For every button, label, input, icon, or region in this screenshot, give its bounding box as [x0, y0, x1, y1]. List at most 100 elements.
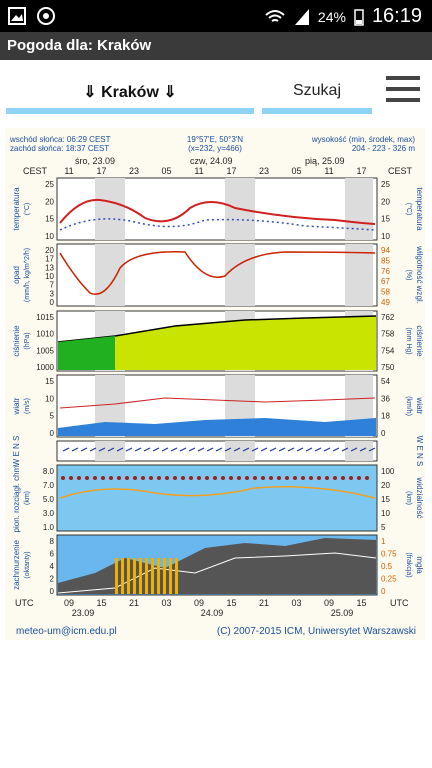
- cloud-dot: [109, 476, 113, 480]
- cloud-dot: [165, 476, 169, 480]
- panel-right-label: wiatr: [415, 397, 424, 415]
- tick-label: 5: [50, 412, 55, 421]
- panel-left-label: temperatura: [12, 187, 21, 231]
- wind-arrow: [224, 447, 232, 452]
- footer-email[interactable]: meteo-um@icm.edu.pl: [16, 626, 117, 637]
- tick-label: 8.0: [43, 467, 55, 476]
- tick-label: 76: [381, 267, 390, 276]
- panel-left-unit: (hPa): [24, 332, 31, 349]
- cloud-dot: [365, 476, 369, 480]
- cloud-dot: [85, 476, 89, 480]
- search-underline: [262, 108, 372, 114]
- wind-arrow: [125, 447, 133, 452]
- cloud-dot: [293, 476, 297, 480]
- precip-bar: [115, 558, 118, 594]
- tick-label: 15: [45, 215, 54, 224]
- tick-label: 10: [381, 232, 390, 241]
- hour-label: 21: [259, 598, 269, 608]
- cloud-dot: [245, 476, 249, 480]
- utc-label: UTC: [15, 598, 34, 608]
- wind-arrow: [332, 447, 340, 452]
- city-underline: [6, 108, 254, 114]
- panel-left-unit: (oktanty): [24, 551, 31, 578]
- panel-right-unit: (km/h): [405, 396, 412, 416]
- hour-label: 03: [291, 598, 301, 608]
- tick-label: 0: [381, 429, 386, 438]
- tick-label: 10: [45, 272, 54, 281]
- cest-label: CEST: [388, 166, 413, 176]
- panel-right-label: W E N S: [415, 436, 424, 467]
- tick-label: 1.0: [43, 523, 55, 532]
- hour-label: 15: [356, 598, 366, 608]
- pressure-green: [58, 336, 115, 370]
- bottom-hour-labels: 09 15 21 03 09 15 21 03 09 15: [64, 598, 367, 608]
- day-label: czw, 24.09: [190, 156, 233, 166]
- wind-arrow: [89, 447, 97, 452]
- tick-label: 17: [45, 255, 54, 264]
- precip-bar: [127, 558, 130, 594]
- panel-right-unit: (°C): [405, 203, 413, 216]
- footer-copyright: (C) 2007-2015 ICM, Uniwersytet Warszawsk…: [216, 626, 416, 637]
- tick-label: 54: [381, 377, 390, 386]
- tick-label: 25: [45, 180, 54, 189]
- cloud-dot: [229, 476, 233, 480]
- cloud-dot: [317, 476, 321, 480]
- panel-left-unit: (m/s): [24, 398, 31, 414]
- hour-label: 09: [324, 598, 334, 608]
- cloud-dot: [157, 476, 161, 480]
- battery-icon: [354, 8, 364, 26]
- cloud-dot: [61, 476, 65, 480]
- panel-left-label: opad: [12, 266, 21, 284]
- temperature-line: [59, 198, 376, 225]
- wind-arrow: [188, 447, 196, 452]
- date-label: 23.09: [72, 608, 95, 618]
- tick-label: 754: [381, 346, 395, 355]
- tick-label: 49: [381, 298, 390, 307]
- hour-label: 17: [356, 166, 366, 176]
- cest-label: CEST: [23, 166, 48, 176]
- cloud-dot: [277, 476, 281, 480]
- wind-arrow: [161, 447, 169, 452]
- tick-label: 15: [381, 495, 390, 504]
- cloud-dot: [197, 476, 201, 480]
- tick-label: 1: [381, 537, 386, 546]
- cloud-dot: [253, 476, 257, 480]
- tick-label: 5: [381, 523, 386, 532]
- tick-label: 1015: [36, 313, 54, 322]
- tick-label: 4: [50, 562, 55, 571]
- cloud-fill: [58, 538, 376, 594]
- tick-label: 20: [381, 481, 390, 490]
- search-button[interactable]: Szukaj: [292, 82, 342, 99]
- tick-label: 15: [45, 377, 54, 386]
- tick-label: 750: [381, 363, 395, 372]
- tick-label: 94: [381, 246, 390, 255]
- tick-label: 0: [381, 587, 386, 596]
- precip-bar: [145, 558, 148, 594]
- tick-label: 762: [381, 313, 395, 322]
- panel-left-label: ciśnienie: [12, 325, 21, 357]
- cloud-dot: [77, 476, 81, 480]
- city-selector[interactable]: ⇓ Kraków ⇓: [83, 84, 177, 101]
- tick-label: 0.5: [381, 562, 393, 571]
- wind-arrow: [278, 447, 286, 452]
- wind-arrow: [269, 447, 277, 452]
- hour-label: 23: [129, 166, 139, 176]
- sunrise-text: wschód słońca: 06:29 CEST: [9, 135, 111, 144]
- top-hour-labels: 11 17 23 05 11 17 23 05 11 17: [64, 166, 366, 176]
- hour-label: 03: [161, 598, 171, 608]
- elevation-label: wysokość (min, środek, max): [311, 135, 415, 144]
- wind-arrow: [251, 447, 259, 452]
- cloud-dot: [349, 476, 353, 480]
- precip-bar: [175, 558, 178, 594]
- cloud-dot: [117, 476, 121, 480]
- panel-right-label: widzialność: [415, 477, 424, 519]
- cloud-dot: [269, 476, 273, 480]
- panel-left-label: W E N S: [12, 436, 21, 467]
- cloud-dot: [237, 476, 241, 480]
- hour-label: 11: [194, 166, 203, 176]
- hour-label: 23: [259, 166, 269, 176]
- coords-text: 19°57'E, 50°3'N: [187, 135, 243, 144]
- grid-text: (x=232, y=466): [188, 144, 242, 153]
- menu-icon[interactable]: [386, 76, 420, 106]
- tick-label: 67: [381, 277, 390, 286]
